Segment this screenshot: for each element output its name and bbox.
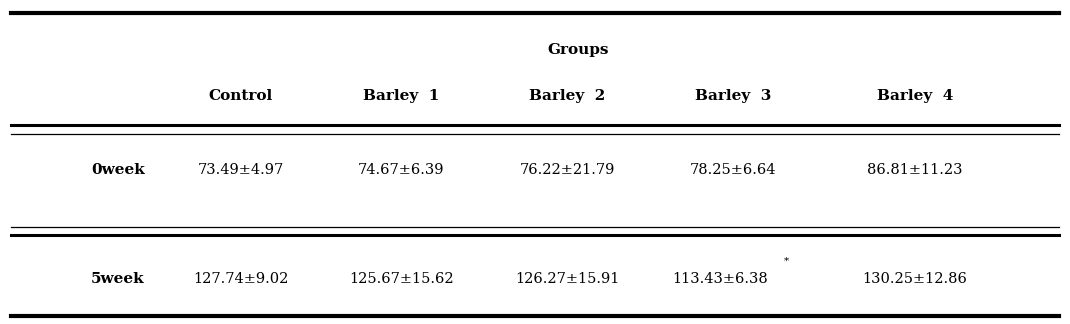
Text: Barley  3: Barley 3 [694, 88, 771, 103]
Text: Control: Control [209, 88, 273, 103]
Text: 125.67±15.62: 125.67±15.62 [349, 272, 454, 286]
Text: 113.43±6.38: 113.43±6.38 [672, 272, 768, 286]
Text: 5week: 5week [91, 272, 144, 286]
Text: 73.49±4.97: 73.49±4.97 [198, 163, 284, 177]
Text: 127.74±9.02: 127.74±9.02 [193, 272, 289, 286]
Text: 0week: 0week [91, 163, 144, 177]
Text: Barley  2: Barley 2 [529, 88, 606, 103]
Text: 86.81±11.23: 86.81±11.23 [867, 163, 963, 177]
Text: 76.22±21.79: 76.22±21.79 [519, 163, 615, 177]
Text: Groups: Groups [547, 43, 609, 57]
Text: Barley  1: Barley 1 [363, 88, 440, 103]
Text: 130.25±12.86: 130.25±12.86 [862, 272, 967, 286]
Text: *: * [784, 256, 790, 265]
Text: 74.67±6.39: 74.67±6.39 [358, 163, 444, 177]
Text: 78.25±6.64: 78.25±6.64 [690, 163, 776, 177]
Text: Barley  4: Barley 4 [876, 88, 953, 103]
Text: 126.27±15.91: 126.27±15.91 [515, 272, 620, 286]
